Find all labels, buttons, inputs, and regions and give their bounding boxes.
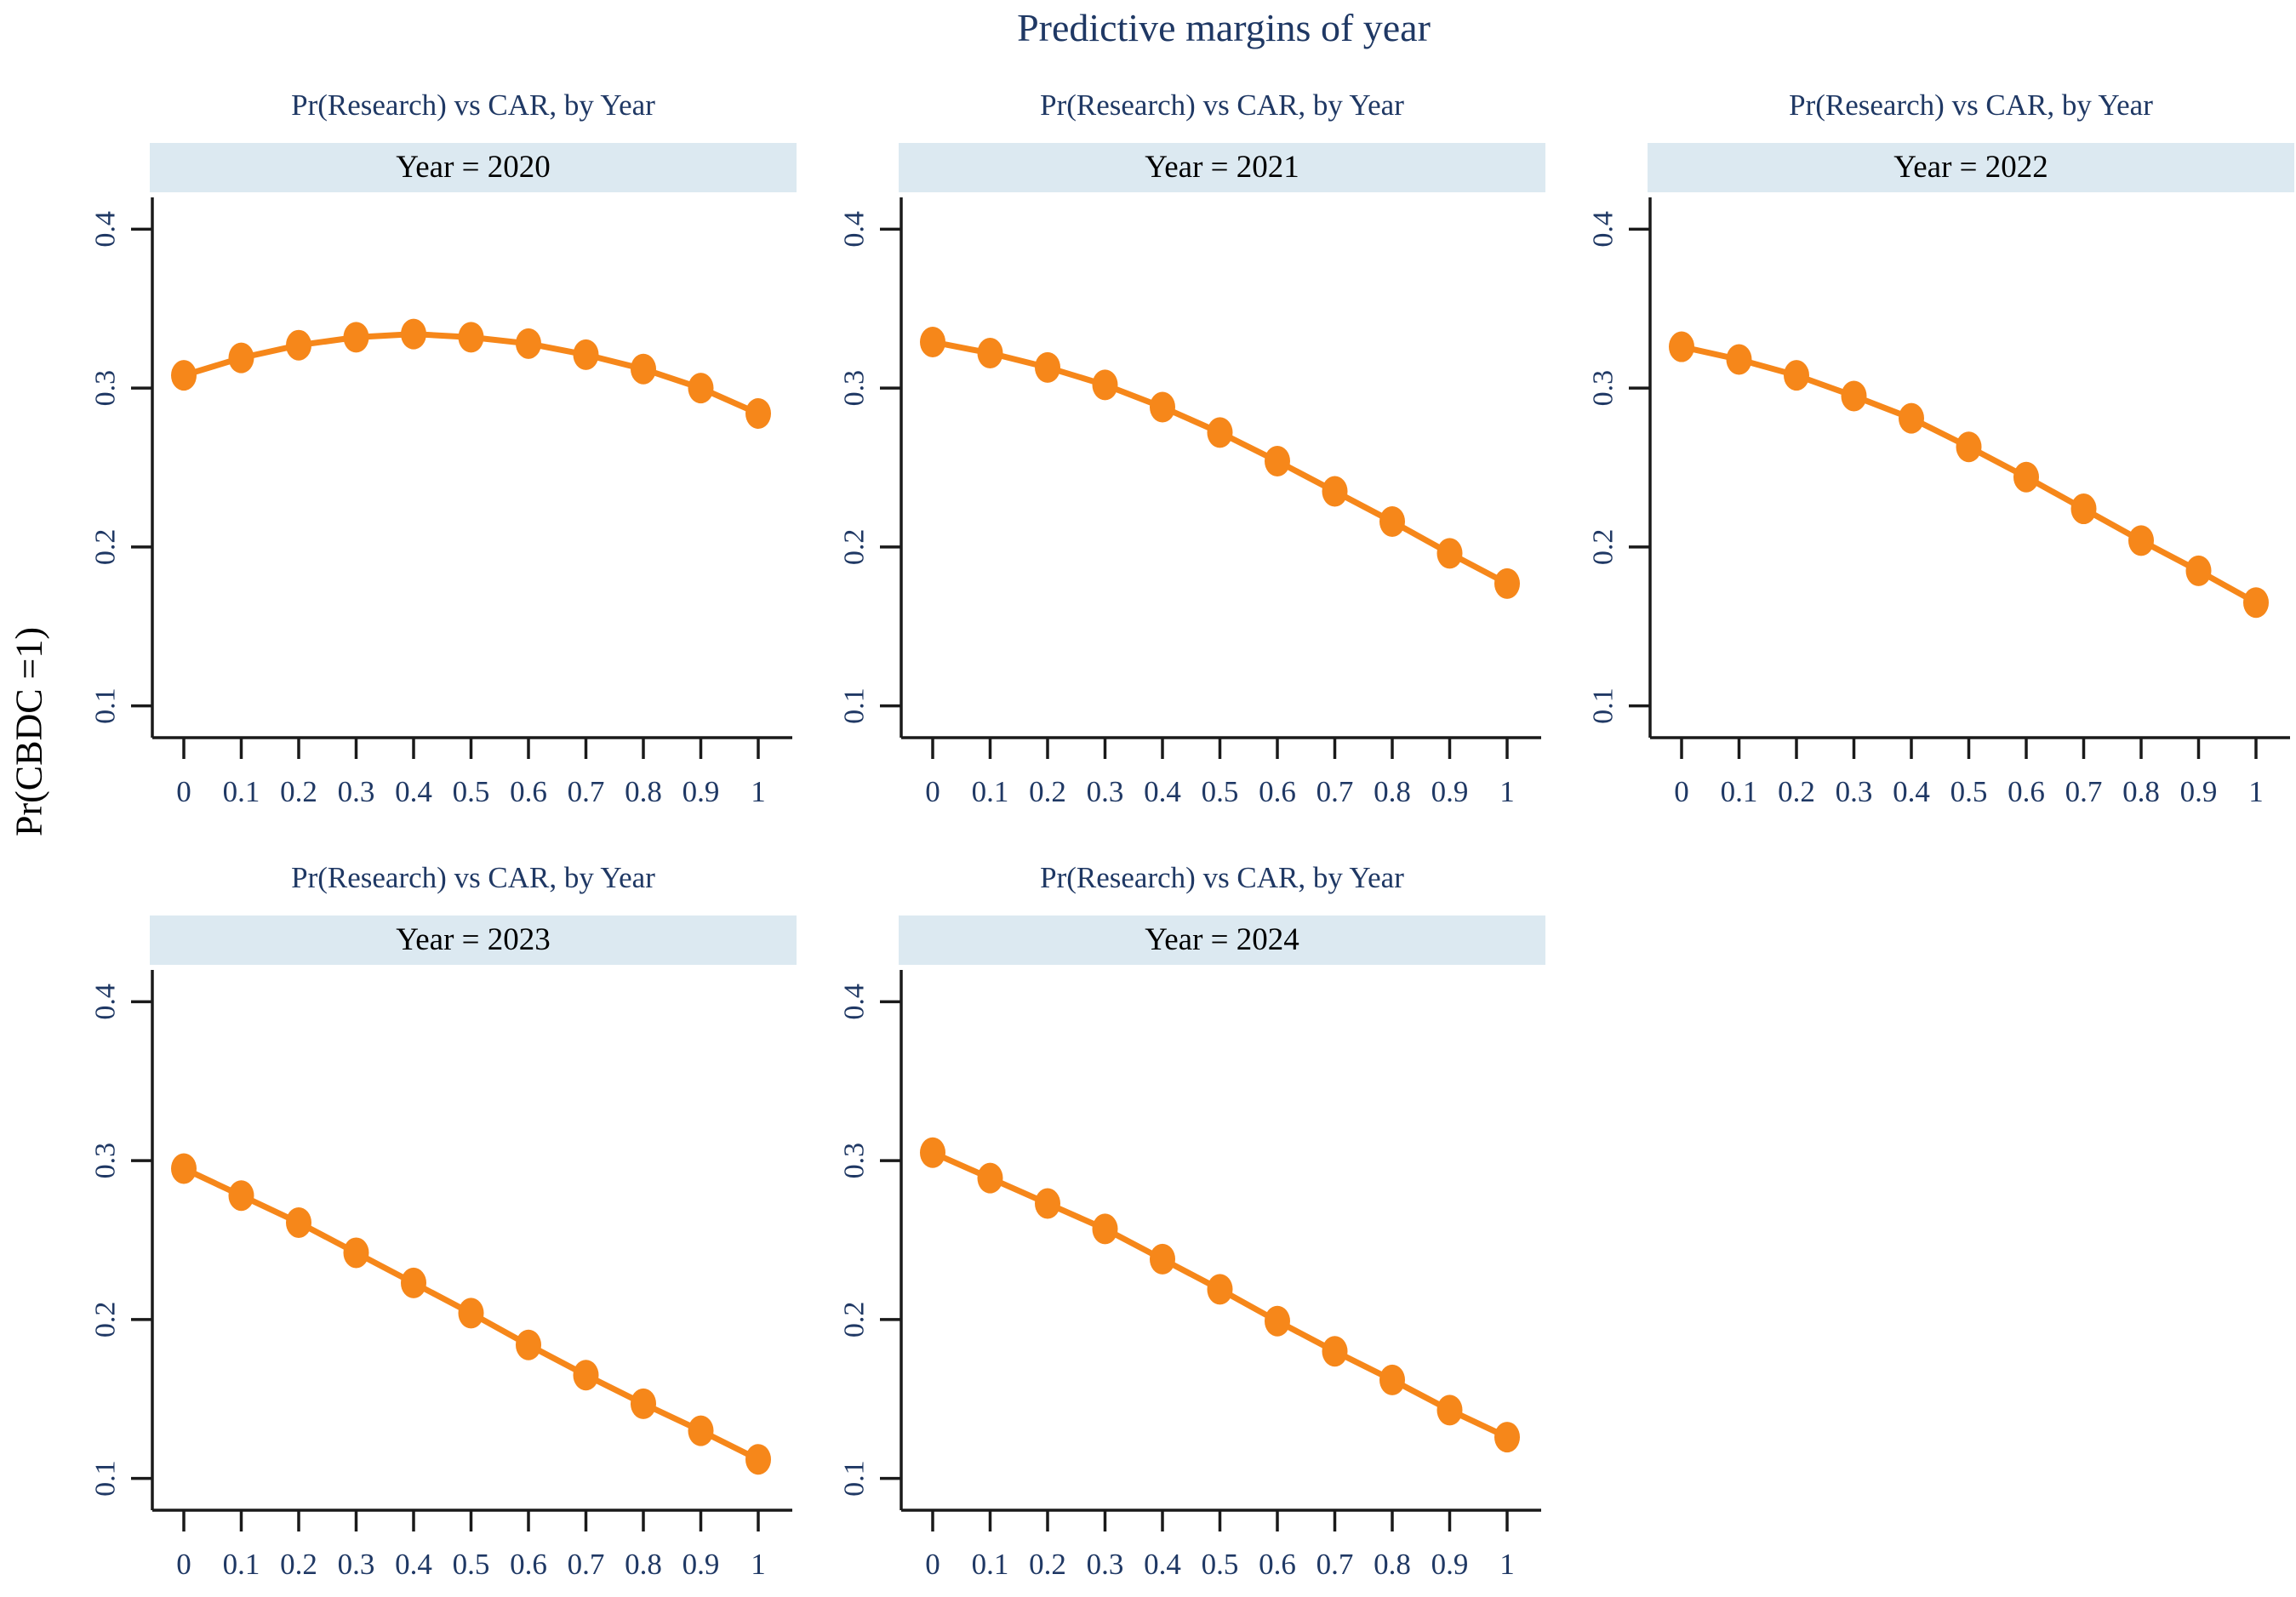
svg-text:0: 0 [176, 1548, 191, 1581]
line-plot-2024: 0.1 0.2 0.3 0.4 0 0.1 0.2 0.3 0.4 0.5 0.6 0.7 0.8 0.9… [839, 970, 1541, 1581]
svg-text:0.3: 0.3 [338, 1548, 375, 1581]
svg-text:0.3: 0.3 [839, 370, 871, 407]
svg-text:0.4: 0.4 [90, 211, 122, 248]
chart-panel-2022: Pr(Research) vs CAR, by Year Year = 2022… [1588, 82, 2294, 808]
svg-text:0.2: 0.2 [90, 529, 122, 566]
svg-text:0.7: 0.7 [568, 775, 605, 808]
svg-text:1: 1 [2248, 775, 2264, 808]
svg-text:1: 1 [1499, 1548, 1515, 1581]
chart-panel-2023: Pr(Research) vs CAR, by Year Year = 2023… [90, 854, 797, 1581]
svg-text:0.1: 0.1 [972, 1548, 1009, 1581]
panel-title: Pr(Research) vs CAR, by Year [291, 88, 655, 122]
svg-text:0.3: 0.3 [1087, 775, 1124, 808]
svg-text:1: 1 [1499, 775, 1515, 808]
panel-year-band: Year = 2024 [899, 915, 1545, 965]
svg-text:0.4: 0.4 [839, 211, 871, 248]
svg-text:0.9: 0.9 [1431, 775, 1469, 808]
svg-text:0.3: 0.3 [90, 1143, 122, 1179]
svg-text:1: 1 [751, 775, 766, 808]
svg-text:0.5: 0.5 [1202, 775, 1239, 808]
svg-text:0.6: 0.6 [510, 775, 547, 808]
panel-year-band: Year = 2021 [899, 143, 1545, 192]
line-plot-2020: 0.1 0.2 0.3 0.4 0 0.1 0.2 0.3 0.4 0.5 0.6 0.7 0.8 0.9… [90, 197, 792, 808]
svg-text:0.7: 0.7 [1316, 1548, 1354, 1581]
svg-text:0.4: 0.4 [90, 984, 122, 1020]
svg-text:0.4: 0.4 [839, 984, 871, 1020]
svg-text:0.3: 0.3 [1836, 775, 1873, 808]
svg-text:0.3: 0.3 [1087, 1548, 1124, 1581]
svg-text:0: 0 [925, 1548, 940, 1581]
panel-grid: Pr(Research) vs CAR, by Year Year = 2020… [90, 82, 2294, 1581]
svg-text:0.4: 0.4 [1144, 775, 1181, 808]
svg-text:0.1: 0.1 [223, 1548, 260, 1581]
line-plot-2023: 0.1 0.2 0.3 0.4 0 0.1 0.2 0.3 0.4 0.5 0.6 0.7 0.8 0.9… [90, 970, 792, 1581]
panel-title: Pr(Research) vs CAR, by Year [1040, 88, 1404, 122]
svg-text:0.3: 0.3 [1588, 370, 1619, 407]
svg-text:0.2: 0.2 [1778, 775, 1815, 808]
svg-text:0.3: 0.3 [839, 1143, 871, 1179]
svg-text:0.1: 0.1 [90, 1460, 122, 1497]
svg-text:0.2: 0.2 [280, 1548, 317, 1581]
svg-text:0: 0 [925, 775, 940, 808]
svg-text:0.4: 0.4 [395, 775, 432, 808]
figure-title: Predictive margins of year [1017, 6, 1431, 49]
svg-text:0.4: 0.4 [395, 1548, 432, 1581]
svg-text:0.1: 0.1 [90, 687, 122, 724]
svg-text:0.7: 0.7 [568, 1548, 605, 1581]
svg-text:0.8: 0.8 [2122, 775, 2160, 808]
svg-text:0.9: 0.9 [683, 775, 720, 808]
svg-text:0.8: 0.8 [625, 775, 662, 808]
svg-text:0.2: 0.2 [839, 529, 871, 566]
svg-text:0.9: 0.9 [683, 1548, 720, 1581]
svg-text:0.9: 0.9 [1431, 1548, 1469, 1581]
chart-panel-2020: Pr(Research) vs CAR, by Year Year = 2020… [90, 82, 797, 808]
svg-text:0.5: 0.5 [453, 775, 490, 808]
svg-text:0.6: 0.6 [1259, 1548, 1296, 1581]
svg-text:0.8: 0.8 [625, 1548, 662, 1581]
y-axis-label: Pr(CBDC =1) [8, 626, 50, 837]
svg-text:0.1: 0.1 [1588, 687, 1619, 724]
panel-title: Pr(Research) vs CAR, by Year [291, 861, 655, 894]
svg-text:0.1: 0.1 [972, 775, 1009, 808]
svg-text:0.7: 0.7 [2065, 775, 2103, 808]
svg-text:0.3: 0.3 [90, 370, 122, 407]
svg-text:0.9: 0.9 [2180, 775, 2218, 808]
svg-text:0.2: 0.2 [839, 1302, 871, 1338]
svg-text:0.7: 0.7 [1316, 775, 1354, 808]
svg-text:0.1: 0.1 [839, 687, 871, 724]
svg-text:0.4: 0.4 [1893, 775, 1930, 808]
svg-text:0.6: 0.6 [510, 1548, 547, 1581]
chart-panel-2024: Pr(Research) vs CAR, by Year Year = 2024… [839, 854, 1545, 1581]
svg-text:0.5: 0.5 [1950, 775, 1988, 808]
svg-text:0.6: 0.6 [2008, 775, 2045, 808]
svg-text:0.8: 0.8 [1374, 1548, 1411, 1581]
panel-title: Pr(Research) vs CAR, by Year [1040, 861, 1404, 894]
svg-text:0.5: 0.5 [453, 1548, 490, 1581]
svg-text:0.3: 0.3 [338, 775, 375, 808]
svg-text:0.4: 0.4 [1588, 211, 1619, 248]
line-plot-2022: 0.1 0.2 0.3 0.4 0 0.1 0.2 0.3 0.4 0.5 0.6 0.7 0.8 0.9… [1588, 197, 2290, 808]
svg-text:0.2: 0.2 [1029, 1548, 1066, 1581]
svg-text:0: 0 [176, 775, 191, 808]
svg-text:0.1: 0.1 [223, 775, 260, 808]
svg-text:0.1: 0.1 [1721, 775, 1758, 808]
panel-year-band: Year = 2020 [150, 143, 797, 192]
svg-text:1: 1 [751, 1548, 766, 1581]
panel-title: Pr(Research) vs CAR, by Year [1789, 88, 2153, 122]
line-plot-2021: 0.1 0.2 0.3 0.4 0 0.1 0.2 0.3 0.4 0.5 0.6 0.7 0.8 0.9… [839, 197, 1541, 808]
chart-panel-2021: Pr(Research) vs CAR, by Year Year = 2021… [839, 82, 1545, 808]
svg-text:0: 0 [1674, 775, 1689, 808]
svg-text:0.2: 0.2 [1029, 775, 1066, 808]
svg-text:0.2: 0.2 [1588, 529, 1619, 566]
svg-text:0.1: 0.1 [839, 1460, 871, 1497]
svg-text:0.4: 0.4 [1144, 1548, 1181, 1581]
svg-text:0.2: 0.2 [90, 1302, 122, 1338]
svg-text:0.5: 0.5 [1202, 1548, 1239, 1581]
svg-text:0.2: 0.2 [280, 775, 317, 808]
panel-year-band: Year = 2022 [1648, 143, 2294, 192]
panel-year-band: Year = 2023 [150, 915, 797, 965]
svg-text:0.8: 0.8 [1374, 775, 1411, 808]
svg-text:0.6: 0.6 [1259, 775, 1296, 808]
